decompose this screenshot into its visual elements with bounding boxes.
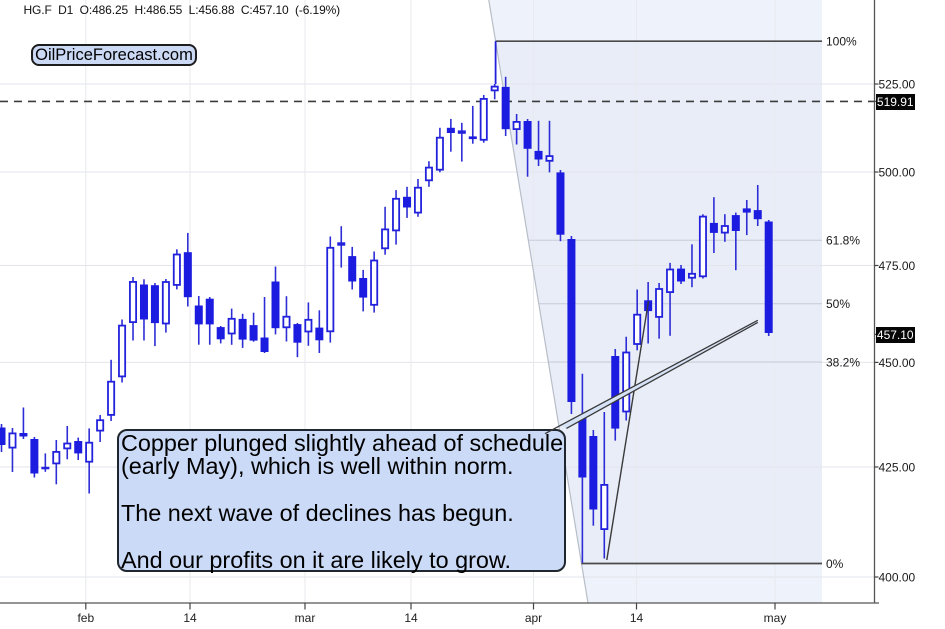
svg-text:14: 14	[404, 611, 418, 625]
svg-text:525.00: 525.00	[879, 77, 916, 91]
svg-text:may: may	[764, 611, 787, 625]
svg-text:100%: 100%	[826, 35, 857, 49]
svg-text:50%: 50%	[826, 297, 850, 311]
svg-text:14: 14	[183, 611, 197, 625]
svg-text:feb: feb	[77, 611, 94, 625]
svg-text:38.2%: 38.2%	[826, 355, 860, 369]
svg-text:apr: apr	[525, 611, 542, 625]
svg-text:mar: mar	[295, 611, 316, 625]
svg-text:450.00: 450.00	[879, 356, 916, 370]
svg-text:61.8%: 61.8%	[826, 234, 860, 248]
svg-text:500.00: 500.00	[879, 165, 916, 179]
svg-text:425.00: 425.00	[879, 460, 916, 474]
svg-text:475.00: 475.00	[879, 259, 916, 273]
svg-text:14: 14	[630, 611, 644, 625]
svg-text:400.00: 400.00	[879, 570, 916, 584]
svg-text:0%: 0%	[826, 557, 844, 571]
